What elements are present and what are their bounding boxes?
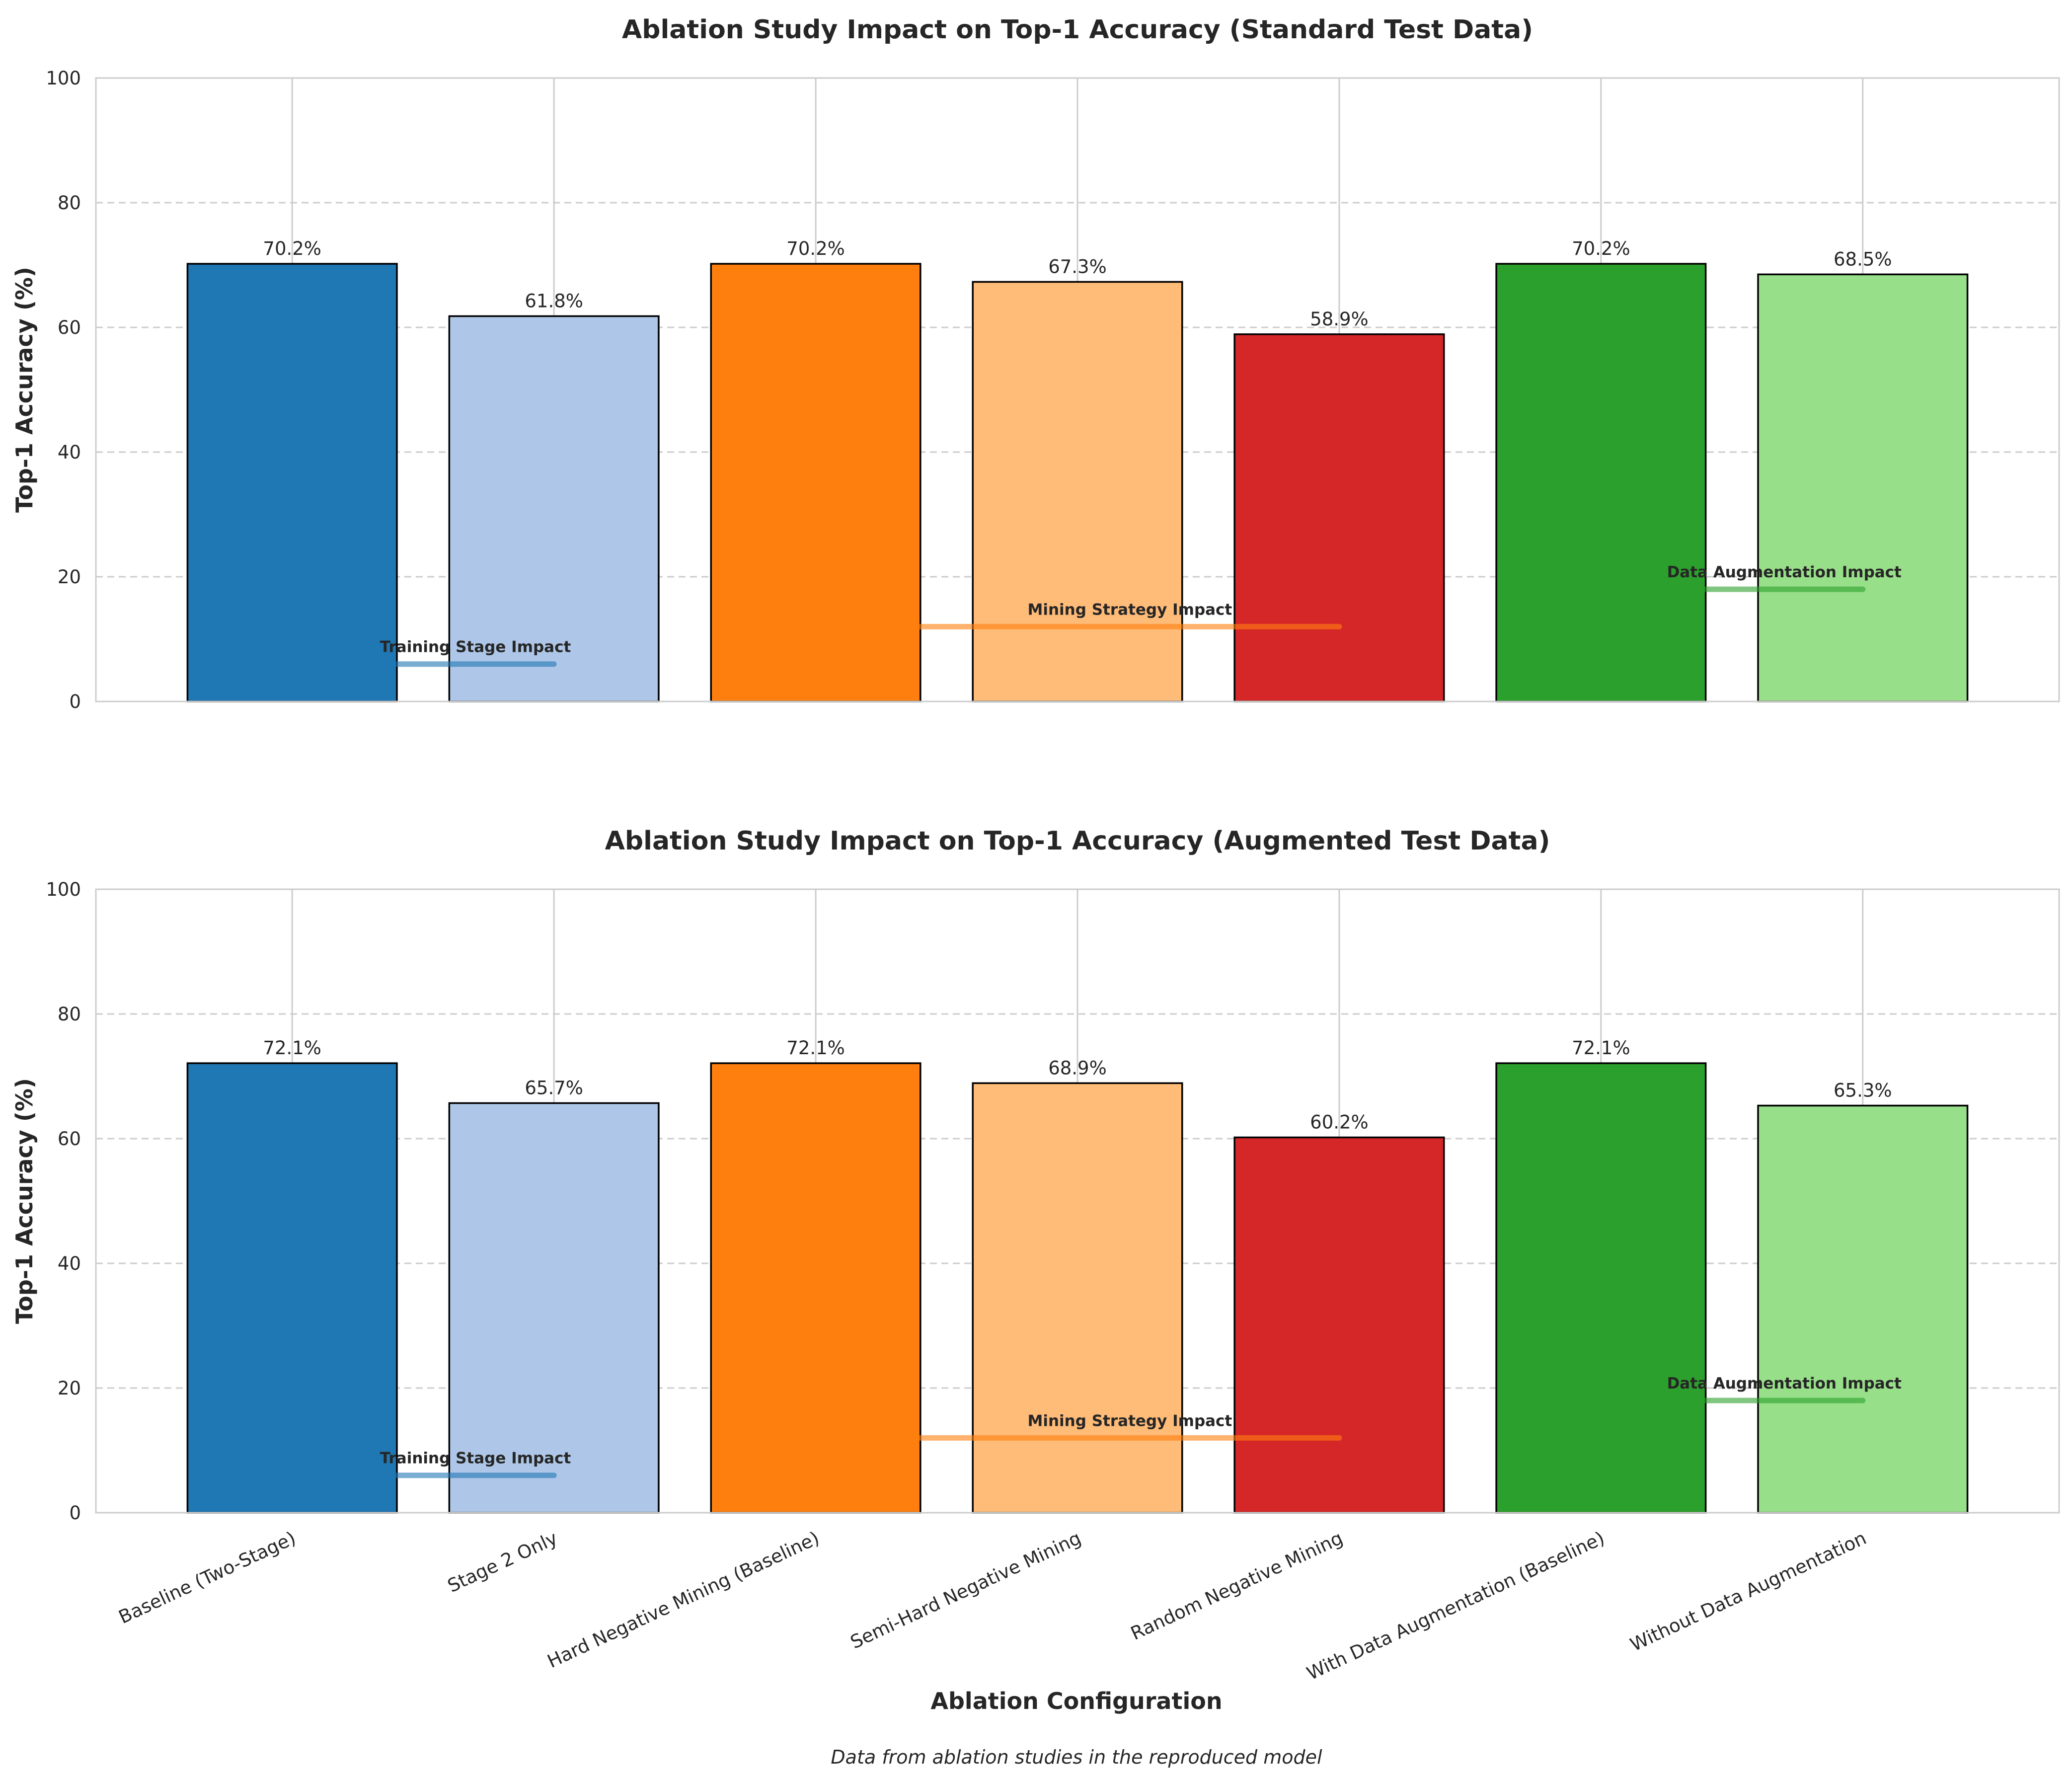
bar-1 <box>186 1062 398 1514</box>
bar-4 <box>972 281 1183 702</box>
value-label: 58.9% <box>1310 309 1369 330</box>
plot-frame <box>95 888 2060 1514</box>
y-tick-label: 80 <box>58 192 81 214</box>
x-axis-label: Ablation Configuration <box>930 1688 1222 1714</box>
y-tick-label: 100 <box>46 68 81 89</box>
panel-title: Ablation Study Impact on Top-1 Accuracy … <box>605 826 1550 856</box>
panel-title: Ablation Study Impact on Top-1 Accuracy … <box>622 15 1533 45</box>
footnote: Data from ablation studies in the reprod… <box>831 1746 1322 1768</box>
y-tick-label: 60 <box>58 1128 81 1150</box>
annotation-label: Training Stage Impact <box>380 638 571 656</box>
value-label: 70.2% <box>263 238 321 259</box>
y-tick-label: 100 <box>46 879 81 900</box>
y-tick-label: 80 <box>58 1004 81 1025</box>
y-tick-label: 40 <box>58 442 81 463</box>
value-label: 72.1% <box>263 1037 321 1059</box>
bar-2 <box>448 315 660 702</box>
y-axis-label: Top-1 Accuracy (%) <box>11 267 38 513</box>
y-tick-label: 0 <box>69 691 81 712</box>
annotation-label: Mining Strategy Impact <box>1028 601 1232 619</box>
y-tick-label: 40 <box>58 1253 81 1274</box>
bar-3 <box>710 263 921 702</box>
chart-panels: 70.2% 61.8% 70.2% 67.3% 58.9% 70.2% 68.5% Train… <box>11 15 2060 1684</box>
value-label: 65.3% <box>1834 1080 1892 1101</box>
y-tick-label: 20 <box>58 1378 81 1399</box>
value-label: 72.1% <box>786 1037 845 1059</box>
bar-1 <box>186 263 398 702</box>
value-label: 70.2% <box>1572 238 1630 259</box>
y-tick-label: 60 <box>58 317 81 338</box>
value-label: 72.1% <box>1572 1037 1630 1059</box>
bar-4 <box>972 1082 1183 1514</box>
annotation-label: Data Augmentation Impact <box>1667 563 1902 581</box>
value-label: 65.7% <box>525 1077 583 1098</box>
value-label: 60.2% <box>1310 1111 1369 1133</box>
bar-5 <box>1233 333 1445 702</box>
chart-panel-2: 72.1% 65.7% 72.1% 68.9% 60.2% 72.1% 65.3% Train… <box>11 826 2060 1524</box>
y-tick-label: 20 <box>58 566 81 588</box>
bar-7 <box>1757 273 1969 702</box>
bar-6 <box>1495 1062 1707 1514</box>
annotation-label: Training Stage Impact <box>380 1450 571 1468</box>
bar-3 <box>710 1062 921 1514</box>
value-label: 61.8% <box>525 290 583 311</box>
bar-6 <box>1495 263 1707 702</box>
bar-7 <box>1757 1104 1969 1514</box>
annotation-label: Data Augmentation Impact <box>1667 1375 1902 1393</box>
bar-5 <box>1233 1136 1445 1514</box>
plot-frame <box>95 77 2060 702</box>
value-label: 68.9% <box>1048 1057 1107 1079</box>
value-label: 68.5% <box>1834 248 1892 270</box>
annotation-label: Mining Strategy Impact <box>1028 1412 1232 1430</box>
bar-2 <box>448 1102 660 1514</box>
y-tick-label: 0 <box>69 1502 81 1524</box>
y-axis-label: Top-1 Accuracy (%) <box>11 1078 38 1324</box>
value-label: 70.2% <box>786 238 845 259</box>
chart-panel-1: 70.2% 61.8% 70.2% 67.3% 58.9% 70.2% 68.5% Train… <box>11 15 2060 712</box>
value-label: 67.3% <box>1048 256 1107 277</box>
